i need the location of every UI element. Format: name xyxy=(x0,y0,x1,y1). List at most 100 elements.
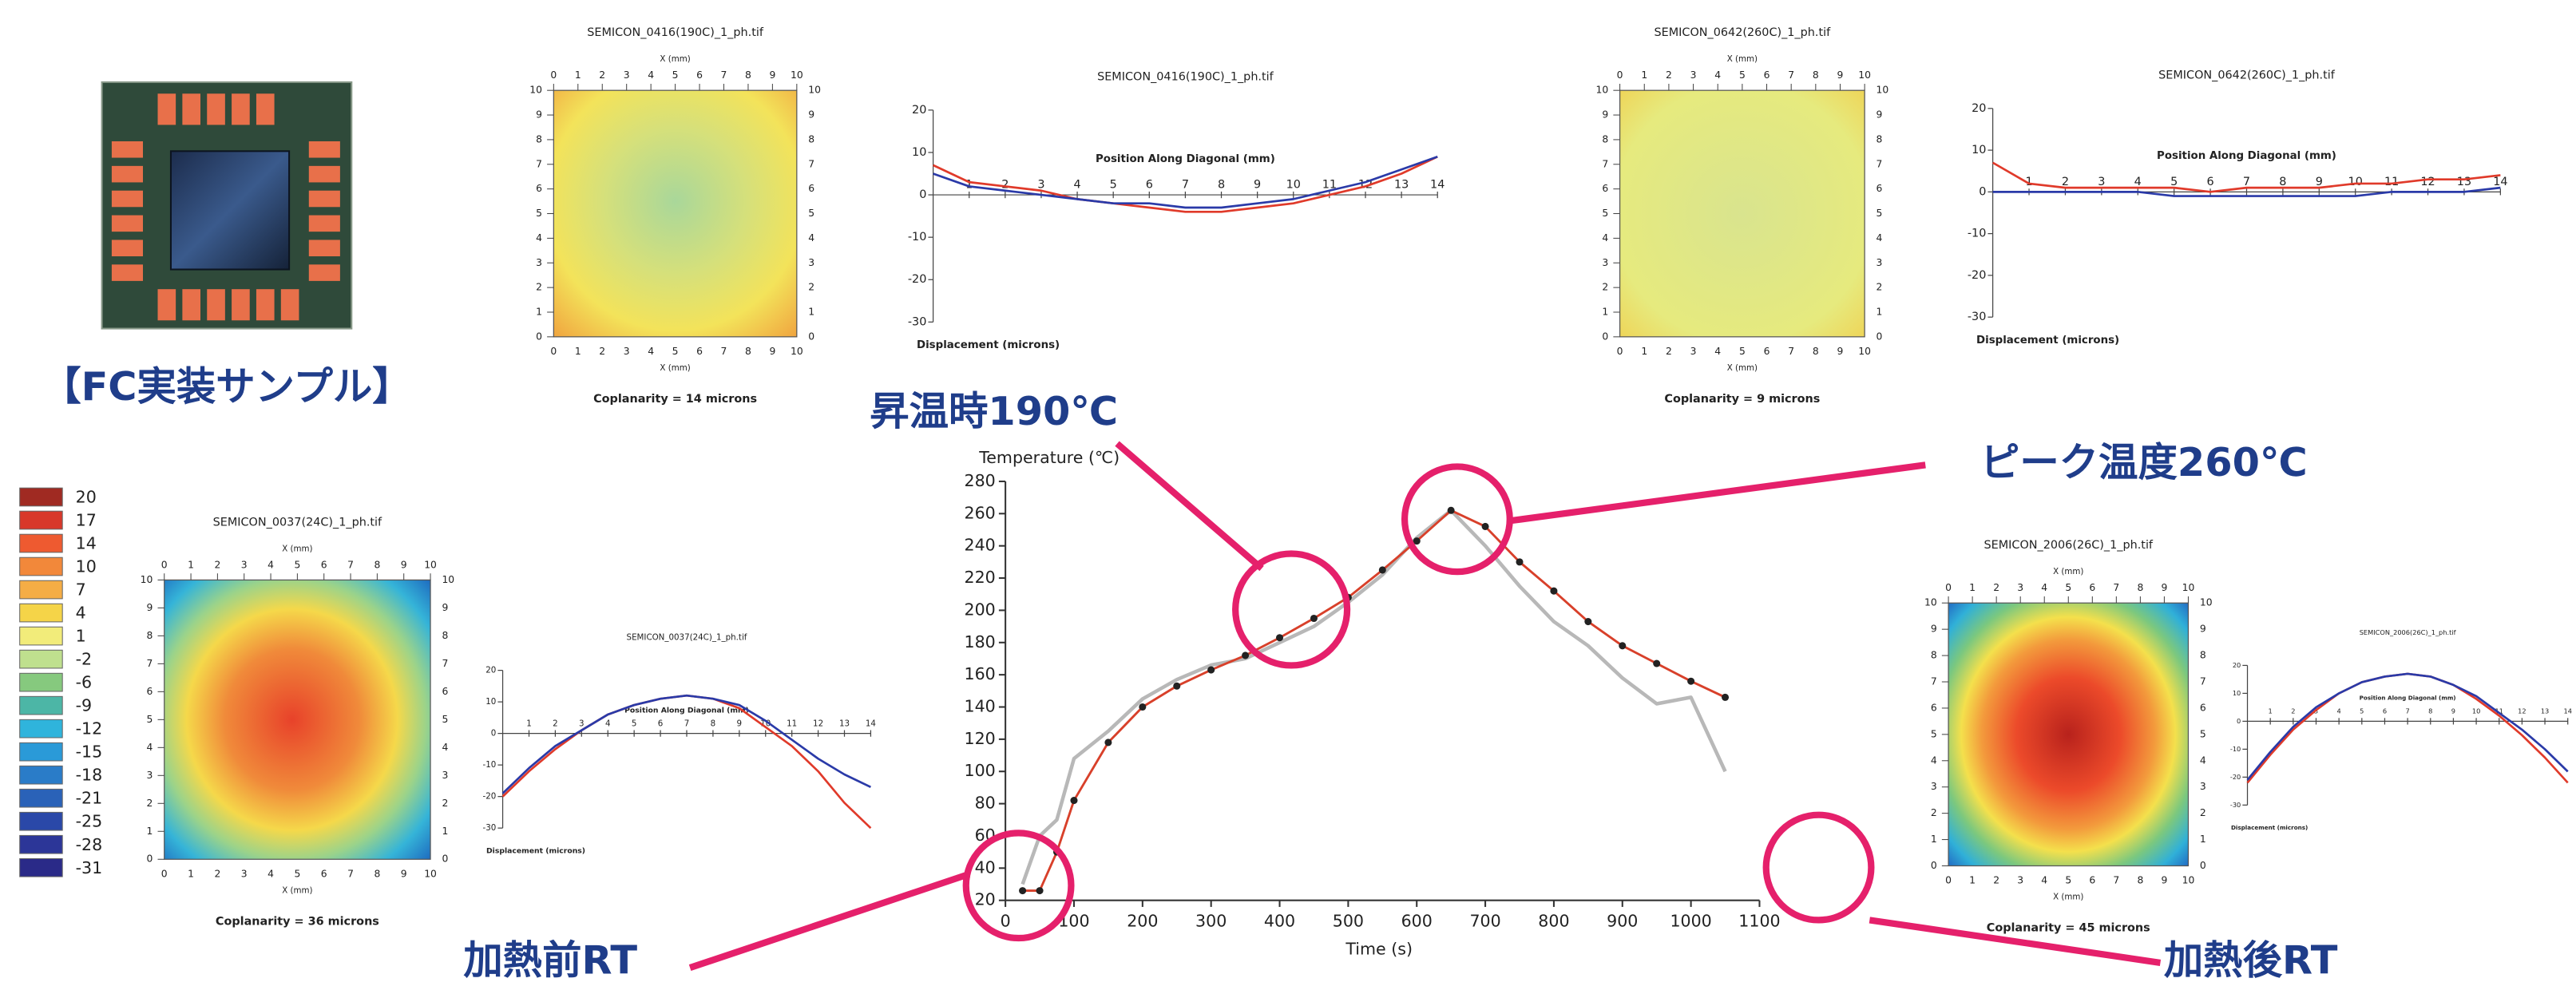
x-tick-label: 14 xyxy=(2493,176,2507,188)
map-title: SEMICON_2006(26C)_1_ph.tif xyxy=(1984,539,2154,552)
data-point xyxy=(1584,618,1591,625)
map-tick-label: 1 xyxy=(1641,346,1647,357)
y-tick-label: 10 xyxy=(2233,689,2241,697)
map-tick-label: 5 xyxy=(672,69,679,81)
heat-map xyxy=(1948,603,2188,865)
colorbar-label: 20 xyxy=(76,488,97,507)
map-tick-label: 4 xyxy=(648,346,654,357)
map-tick-label: 0 xyxy=(1945,582,1952,593)
map-tick-label: 7 xyxy=(1931,676,1937,687)
map-tick-label: 3 xyxy=(2200,781,2206,792)
y-tick-label: -30 xyxy=(2230,801,2241,809)
colorbar-label: -12 xyxy=(76,719,103,739)
map-tick-label: 4 xyxy=(1714,346,1721,357)
map-tick-label: 9 xyxy=(2161,582,2167,593)
map-tick-label: 9 xyxy=(536,109,542,121)
map-tick-label: 2 xyxy=(808,282,814,293)
coplanarity: Coplanarity = 14 microns xyxy=(593,393,757,406)
annotation: 加熱前RT xyxy=(463,937,637,983)
x-tick-label: 9 xyxy=(2451,707,2455,715)
map-tick-label: 8 xyxy=(808,133,814,145)
map-tick-label: 5 xyxy=(808,208,814,219)
map-tick-label: 8 xyxy=(745,346,751,357)
map-tick-label: 5 xyxy=(2065,582,2071,593)
map-tick-label: 10 xyxy=(2200,597,2213,608)
map-tick-label: 8 xyxy=(374,868,380,879)
colorbar-swatch xyxy=(20,719,62,738)
y-tick-label: 20 xyxy=(1972,102,1986,115)
x-tick-label: 2 xyxy=(2291,707,2295,715)
x-tick-label: 13 xyxy=(839,719,850,728)
data-point xyxy=(1173,683,1180,690)
map-tick-label: 2 xyxy=(214,559,220,570)
map-tick-label: 0 xyxy=(1617,69,1623,81)
data-point xyxy=(1550,588,1557,595)
coplanarity: Coplanarity = 9 microns xyxy=(1664,393,1820,406)
map-tick-label: 10 xyxy=(424,868,437,879)
map-tick-label: 7 xyxy=(1877,158,1883,169)
map-tick-label: 2 xyxy=(1931,807,1937,818)
x-tick-label: 1100 xyxy=(1738,911,1780,930)
colorbar-label: 4 xyxy=(76,604,86,623)
colorbar-swatch xyxy=(20,812,62,830)
colorbar-label: 1 xyxy=(76,627,86,646)
map-tick-label: 4 xyxy=(442,742,448,753)
map-tick-label: 0 xyxy=(1945,875,1952,886)
data-point xyxy=(1310,615,1318,622)
data-point xyxy=(1242,651,1249,659)
map-tick-label: 10 xyxy=(1924,597,1937,608)
map-title: SEMICON_0037(24C)_1_ph.tif xyxy=(213,516,382,529)
x-tick-label: 5 xyxy=(2170,176,2178,188)
colorbar-swatch xyxy=(20,696,62,715)
map-tick-label: 3 xyxy=(1877,257,1883,268)
y-tick-label: 10 xyxy=(1972,144,1986,156)
map-tick-label: 10 xyxy=(2182,582,2195,593)
x-tick-label: 0 xyxy=(1001,911,1011,930)
annotation: 昇温時190℃ xyxy=(870,388,1118,434)
colorbar-label: -28 xyxy=(76,835,103,854)
map-tick-label: 4 xyxy=(1714,69,1721,81)
map-tick-label: 3 xyxy=(1690,346,1697,357)
x-tick-label: 800 xyxy=(1538,911,1569,930)
y-tick-label: 10 xyxy=(485,697,496,707)
map-axis-label: X (mm) xyxy=(2053,567,2083,576)
map-tick-label: 2 xyxy=(1993,875,1999,886)
x-tick-label: 2 xyxy=(553,719,558,728)
map-tick-label: 7 xyxy=(536,158,542,169)
x-tick-label: 1 xyxy=(2269,707,2273,715)
x-tick-label: 9 xyxy=(1254,179,1261,192)
y-tick-label: 160 xyxy=(965,664,996,683)
x-tick-label: 13 xyxy=(1394,179,1409,192)
y-tick-label: -20 xyxy=(908,273,927,286)
x-tick-label: 4 xyxy=(2337,707,2341,715)
map-tick-label: 6 xyxy=(442,686,448,697)
colorbar-label: -9 xyxy=(76,696,93,715)
map-tick-label: 8 xyxy=(745,69,751,81)
map-tick-label: 7 xyxy=(347,559,354,570)
colorbar-swatch xyxy=(20,766,62,784)
map-tick-label: 8 xyxy=(2137,582,2143,593)
data-point xyxy=(1104,739,1112,746)
map-tick-label: 1 xyxy=(1969,875,1976,886)
colorbar-swatch xyxy=(20,835,62,853)
map-tick-label: 2 xyxy=(536,282,542,293)
chart-title: SEMICON_0037(24C)_1_ph.tif xyxy=(627,632,747,642)
map-tick-label: 4 xyxy=(2200,754,2206,766)
x-tick-label: 6 xyxy=(658,719,664,728)
y-tick-label: 280 xyxy=(965,471,996,490)
x-tick-label: 9 xyxy=(737,719,743,728)
x-tick-label: 700 xyxy=(1469,911,1500,930)
map-tick-label: 3 xyxy=(241,868,248,879)
x-tick-label: 14 xyxy=(866,719,876,728)
map-tick-label: 1 xyxy=(1602,306,1608,317)
colorbar-swatch xyxy=(20,650,62,668)
data-point xyxy=(1722,694,1729,701)
map-title: SEMICON_0642(260C)_1_ph.tif xyxy=(1655,26,1832,39)
map-tick-label: 8 xyxy=(1813,346,1819,357)
map-tick-label: 2 xyxy=(599,69,605,81)
x-axis-label: Time (s) xyxy=(1345,939,1413,958)
chart-title: SEMICON_0642(260C)_1_ph.tif xyxy=(2158,69,2336,82)
colorbar-swatch xyxy=(20,604,62,622)
y-tick-label: 0 xyxy=(919,188,926,201)
y-tick-label: -10 xyxy=(483,760,497,770)
